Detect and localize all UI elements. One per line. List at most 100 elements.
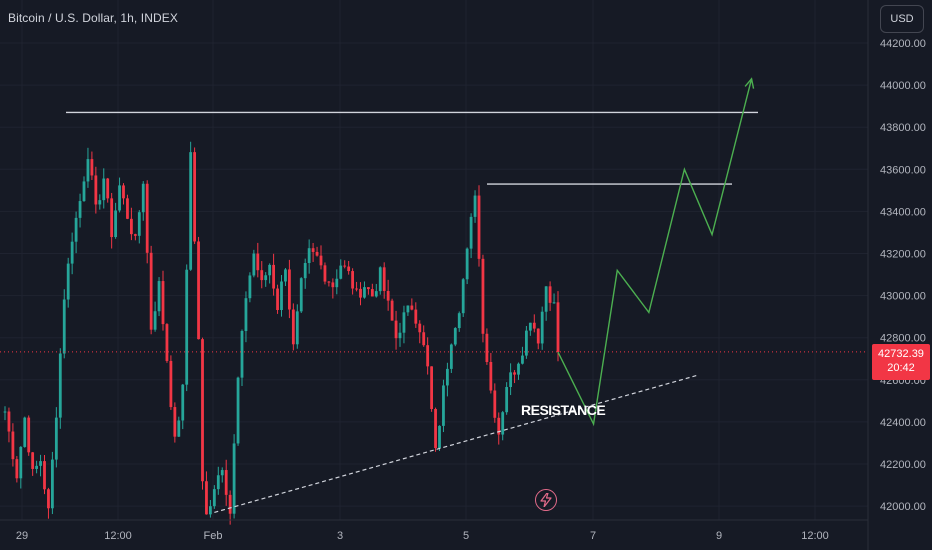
candle-body xyxy=(145,183,149,253)
candle-body xyxy=(272,264,275,289)
candle-body xyxy=(141,183,145,213)
candle-body xyxy=(414,309,418,324)
candle-body xyxy=(35,465,38,469)
projection-path[interactable] xyxy=(557,78,753,427)
candle-body xyxy=(185,269,189,385)
candle-body xyxy=(189,152,193,270)
candle-body xyxy=(173,407,177,437)
candle-body xyxy=(327,281,331,283)
candle-body xyxy=(240,330,244,378)
candle-body xyxy=(370,289,374,297)
candle-body xyxy=(197,241,200,340)
candle-body xyxy=(264,275,268,281)
trendline[interactable] xyxy=(214,375,697,513)
candle-body xyxy=(453,328,457,345)
candle-body xyxy=(118,185,121,211)
candle-body xyxy=(532,322,536,329)
candle-body xyxy=(3,411,7,413)
candle-body xyxy=(181,384,185,421)
candle-body xyxy=(244,298,248,331)
resistance-annotation[interactable]: RESISTANCE xyxy=(521,402,606,418)
candle-body xyxy=(276,288,279,311)
candle-body xyxy=(110,198,114,238)
x-tick-label: 7 xyxy=(590,530,596,542)
candle-body xyxy=(157,281,161,312)
candle-body xyxy=(94,175,98,205)
y-tick-label: 42000.00 xyxy=(880,501,926,513)
y-tick-label: 43800.00 xyxy=(880,122,926,134)
candle-body xyxy=(31,452,35,469)
candle-body xyxy=(540,311,544,344)
candle-body xyxy=(449,344,453,369)
lightning-bolt-icon[interactable] xyxy=(535,489,557,511)
candle-body xyxy=(307,248,311,263)
candle-body xyxy=(446,368,449,386)
candle-body xyxy=(90,159,94,176)
candle-body xyxy=(406,305,410,313)
candle-body xyxy=(434,409,437,449)
candle-body xyxy=(501,412,505,435)
candle-body xyxy=(402,312,406,333)
candle-body xyxy=(299,278,303,312)
candle-body xyxy=(248,275,252,299)
y-tick-label: 42200.00 xyxy=(880,459,926,471)
candle-body xyxy=(51,459,54,509)
candle-body xyxy=(78,201,82,218)
candle-body xyxy=(536,328,540,344)
candle-body xyxy=(7,411,11,432)
candle-body xyxy=(517,363,520,375)
candle-body xyxy=(291,309,295,345)
last-price-badge: 42732.39 20:42 xyxy=(872,344,930,380)
candle-body xyxy=(505,387,509,413)
candle-body xyxy=(552,302,556,304)
candle-body xyxy=(426,345,430,367)
candle-body xyxy=(15,459,19,479)
candle-body xyxy=(288,269,291,310)
symbol-title[interactable]: Bitcoin / U.S. Dollar, 1h, INDEX xyxy=(8,11,178,25)
candle-body xyxy=(410,305,414,310)
candle-body xyxy=(367,287,370,290)
candle-body xyxy=(509,372,512,388)
candle-body xyxy=(268,264,272,276)
bar-countdown: 20:42 xyxy=(887,362,915,374)
candle-body xyxy=(27,417,31,453)
candle-body xyxy=(497,417,501,435)
candle-body xyxy=(252,253,256,276)
candle-body xyxy=(390,300,394,321)
candle-body xyxy=(177,420,181,437)
candle-body xyxy=(122,185,125,199)
y-tick-label: 43000.00 xyxy=(880,291,926,303)
candle-body xyxy=(343,265,347,267)
candle-body xyxy=(303,262,307,279)
candle-body xyxy=(442,385,445,426)
candle-body xyxy=(126,198,129,219)
candle-body xyxy=(528,322,532,331)
candle-body xyxy=(359,288,362,298)
candle-body xyxy=(133,234,137,236)
candle-body xyxy=(465,248,469,280)
candle-body xyxy=(315,251,319,256)
candle-body xyxy=(469,216,473,249)
candle-body xyxy=(493,390,497,418)
candle-body xyxy=(481,258,485,334)
candle-body xyxy=(489,361,493,391)
candle-body xyxy=(232,443,236,514)
x-tick-label: 9 xyxy=(716,530,722,542)
x-tick-label: 5 xyxy=(463,530,469,542)
currency-button[interactable]: USD xyxy=(880,5,924,33)
candle-body xyxy=(153,311,157,330)
candle-body xyxy=(66,263,70,300)
candle-body xyxy=(323,265,327,282)
candle-body xyxy=(347,266,351,272)
y-tick-label: 44200.00 xyxy=(880,38,926,50)
candle-body xyxy=(363,287,366,298)
candle-body xyxy=(47,489,50,509)
candle-body xyxy=(351,271,354,289)
candle-body xyxy=(236,377,240,444)
y-tick-label: 43600.00 xyxy=(880,164,926,176)
candle-body xyxy=(137,212,141,236)
candle-body xyxy=(394,320,398,339)
candle-body xyxy=(418,323,422,333)
